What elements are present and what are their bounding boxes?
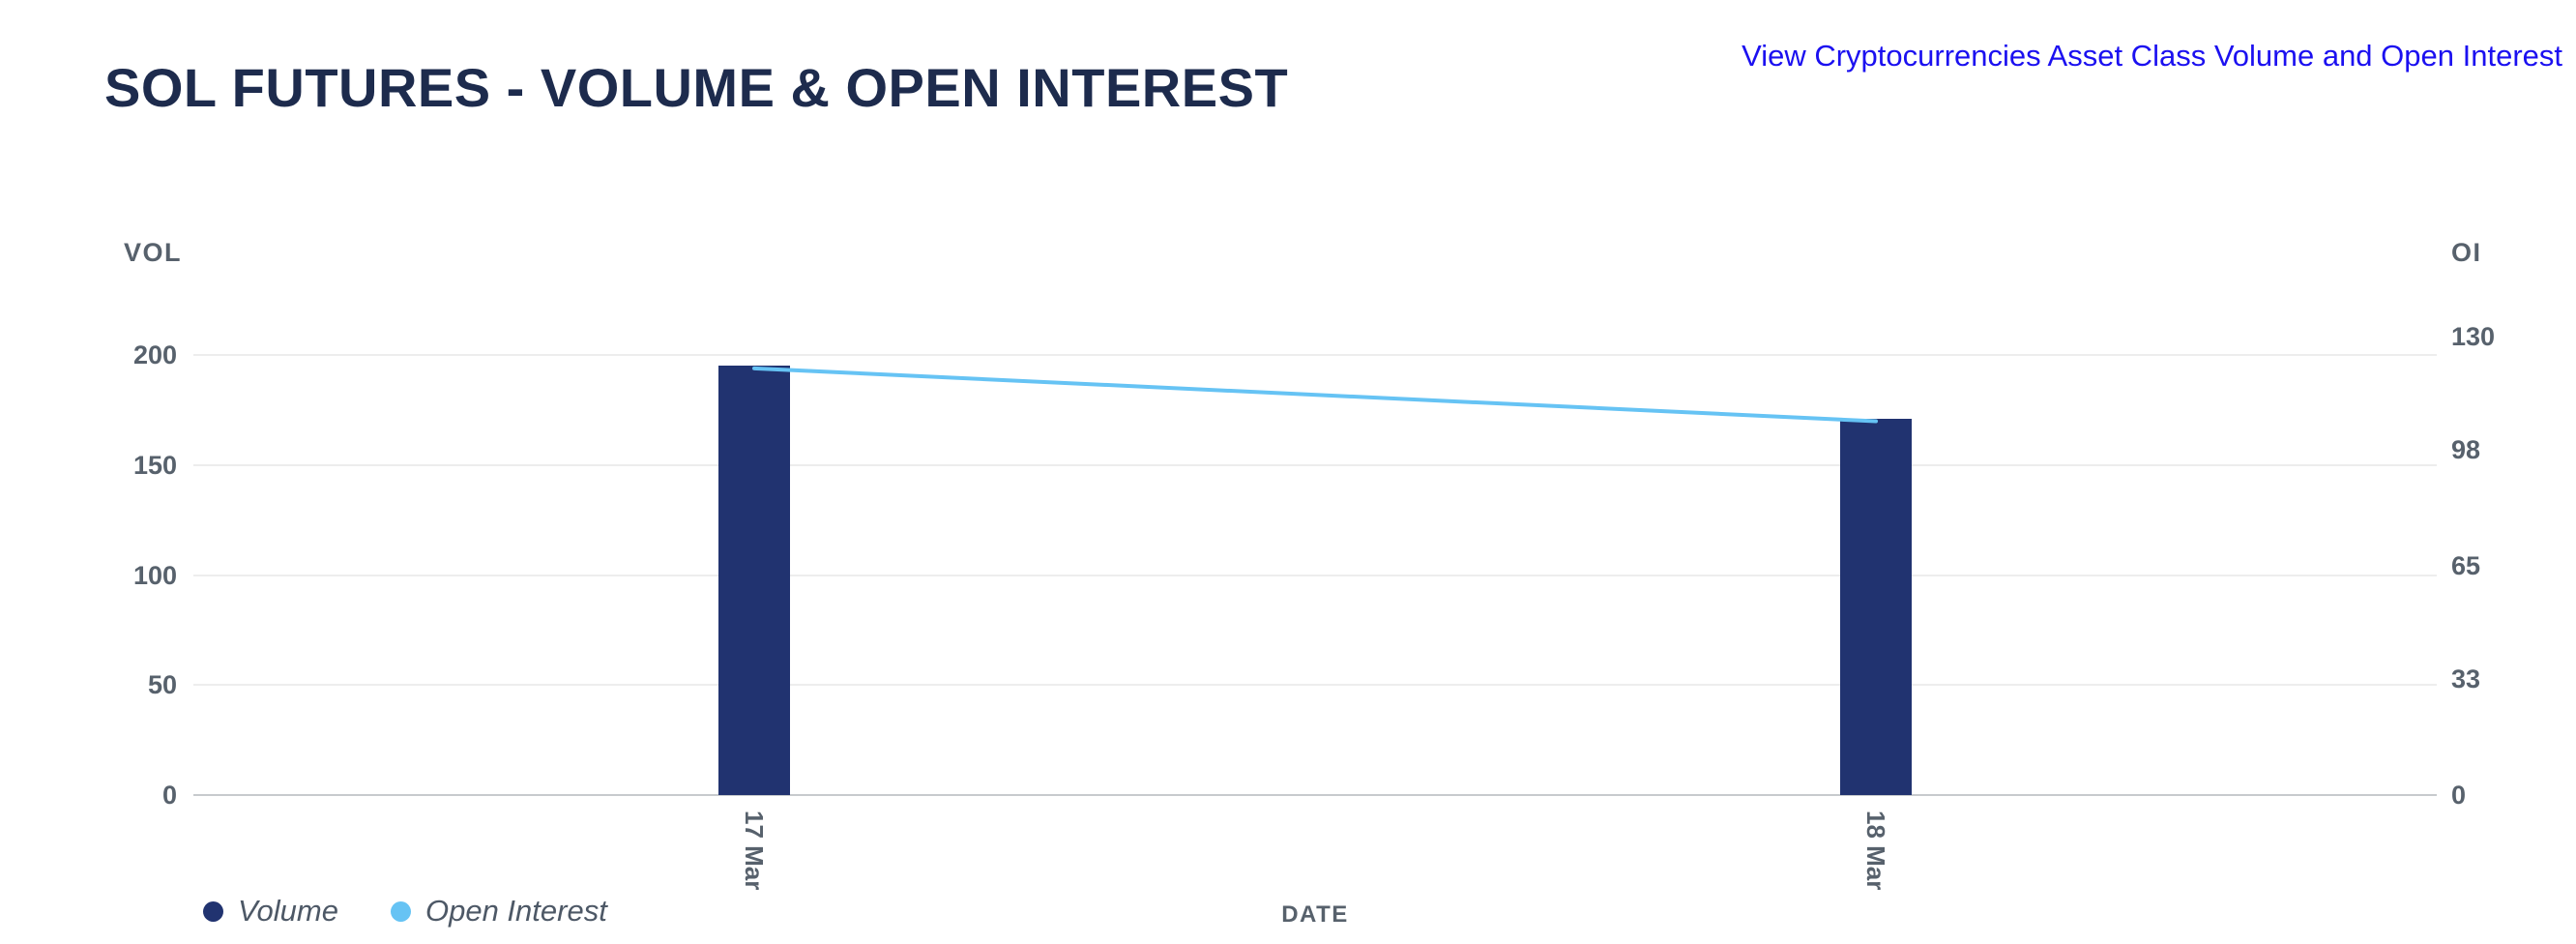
right-axis-tick: 0	[2451, 781, 2467, 810]
open-interest-line[interactable]	[752, 366, 1878, 424]
gridline	[193, 684, 2437, 687]
x-axis-title: DATE	[1281, 901, 1349, 928]
left-axis-tick: 100	[132, 560, 177, 590]
legend-label: Volume	[238, 894, 338, 928]
legend-item-volume[interactable]: Volume	[203, 894, 338, 929]
right-axis-tick: 65	[2451, 551, 2481, 580]
volume-bar-17-mar[interactable]	[718, 366, 790, 795]
right-axis-tick: 98	[2451, 434, 2481, 464]
left-axis-tick: 0	[161, 781, 177, 810]
header-link[interactable]: View Cryptocurrencies Asset Class Volume…	[1742, 39, 2562, 73]
left-axis-tick: 150	[132, 450, 177, 480]
x-axis-line	[193, 794, 2437, 796]
left-axis-title: VOL	[123, 238, 182, 267]
right-axis-tick: 130	[2451, 322, 2496, 351]
left-axis-tick: 200	[132, 340, 177, 369]
x-tick-18-mar: 18 Mar	[1861, 811, 1890, 891]
volume-legend-marker-icon	[203, 900, 223, 922]
right-axis-title: OI	[2451, 238, 2482, 267]
volume-bar-18-mar[interactable]	[1840, 418, 1912, 795]
gridline	[193, 574, 2437, 576]
legend: Volume Open Interest	[203, 894, 607, 929]
legend-item-open-interest[interactable]: Open Interest	[390, 894, 607, 929]
open-interest-legend-marker-icon	[390, 900, 411, 922]
left-axis-tick: 50	[147, 670, 177, 700]
legend-label: Open Interest	[424, 894, 607, 928]
gridline	[193, 463, 2437, 466]
chart-title: SOL FUTURES - VOLUME & OPEN INTEREST	[104, 57, 1289, 118]
gridline	[193, 354, 2437, 356]
x-tick-17-mar: 17 Mar	[740, 811, 769, 891]
right-axis-tick: 33	[2451, 664, 2481, 693]
